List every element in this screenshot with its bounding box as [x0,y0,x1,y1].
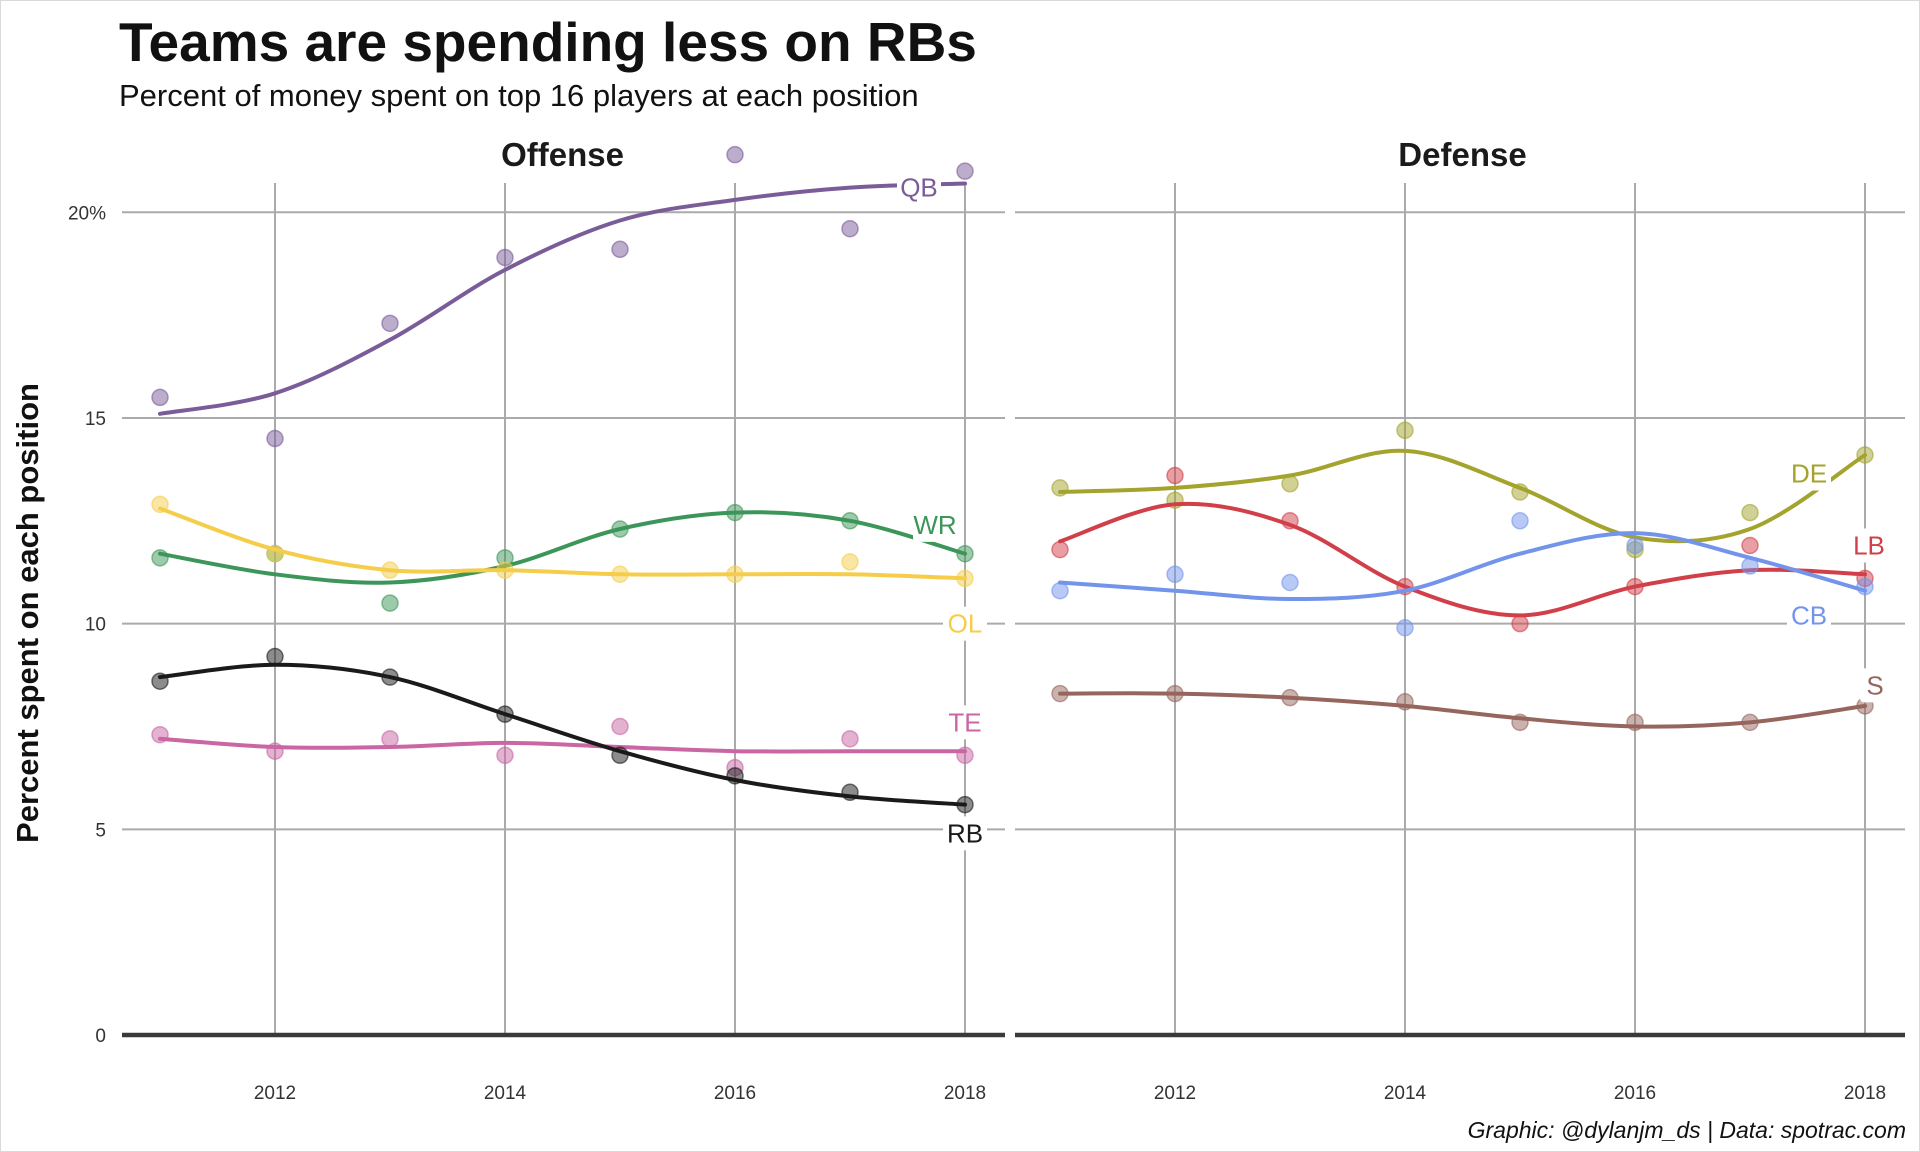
qb-trend-line [158,181,967,416]
series-wr: WR [151,503,974,612]
lb-end-label: LB [1853,530,1885,560]
de-trend-line [1058,448,1867,544]
series-te: TE [151,705,987,777]
qb-point [381,314,399,333]
de-point [1396,421,1414,440]
offense-x-tick-label: 2018 [944,1083,986,1104]
defense-x-tick-label: 2018 [1844,1083,1886,1104]
qb-point [266,429,284,448]
ol-point [841,553,859,571]
y-tick-label: 15 [85,409,106,430]
lb-label-background [1847,528,1891,563]
qb-end-label: QB [900,173,938,203]
facet-title-offense: Offense [501,136,624,173]
cb-point [1396,619,1414,637]
qb-point [151,388,169,407]
chart-caption: Graphic: @dylanjm_ds | Data: spotrac.com [1467,1117,1906,1143]
lb-point [1051,540,1069,559]
de-point [1741,503,1759,522]
series-qb: QB [151,145,974,448]
rb-trend-line [158,662,967,807]
chart-title: Teams are spending less on RBs [119,11,977,73]
qb-point [726,145,744,164]
ol-trend-line [158,506,967,581]
wr-trend-line [158,510,967,585]
y-tick-label: 10 [85,615,106,636]
wr-end-label: WR [913,510,956,540]
rb-end-label: RB [947,818,983,848]
y-tick-label: 5 [95,820,106,841]
lb-point [1511,614,1529,633]
ol-label-background [943,606,987,641]
offense-x-tick-label: 2012 [254,1083,296,1104]
qb-point [611,240,629,259]
lb-point [1741,536,1759,555]
defense-x-tick-label: 2014 [1384,1083,1427,1104]
cb-point [1166,565,1184,584]
qb-label-background [897,170,941,205]
s-trend-line [1058,691,1867,729]
series-s: S [1051,668,1890,732]
cb-point [1051,581,1069,600]
cb-trend-line [1058,531,1867,602]
qb-point [496,248,514,267]
qb-point [841,219,859,238]
defense-x-tick-label: 2016 [1614,1083,1656,1104]
offense-x-tick-label: 2016 [714,1083,756,1104]
facet-title-defense: Defense [1398,136,1526,173]
s-label-background [1860,668,1890,703]
series-cb: CB [1051,512,1874,637]
chart-subtitle: Percent of money spent on top 16 players… [119,78,919,113]
cb-point [1626,536,1644,555]
cb-label-background [1787,598,1831,633]
de-end-label: DE [1791,458,1827,488]
lb-trend-line [1058,501,1867,618]
ol-end-label: OL [948,609,983,639]
cb-point [1281,573,1299,592]
y-tick-label: 0 [95,1026,106,1047]
cb-end-label: CB [1791,600,1827,630]
rb-label-background [943,816,987,851]
de-label-background [1787,456,1831,491]
te-point [496,746,514,765]
series-rb: RB [151,647,987,851]
te-point [381,730,399,748]
series-lb: LB [1051,466,1891,633]
wr-point [381,594,399,612]
series-ol: OL [151,495,987,641]
wr-label-background [913,507,957,542]
qb-point [956,162,974,180]
cb-point [1511,512,1529,530]
te-end-label: TE [948,707,981,737]
te-point [611,717,629,736]
rb-point [266,647,284,666]
offense-x-tick-label: 2014 [484,1083,527,1104]
te-point [841,730,859,748]
lb-point [1166,466,1184,485]
s-end-label: S [1866,670,1883,700]
defense-x-tick-label: 2012 [1154,1083,1196,1104]
te-label-background [943,705,987,740]
te-trend-line [158,736,967,754]
y-tick-label: 20% [68,203,106,224]
